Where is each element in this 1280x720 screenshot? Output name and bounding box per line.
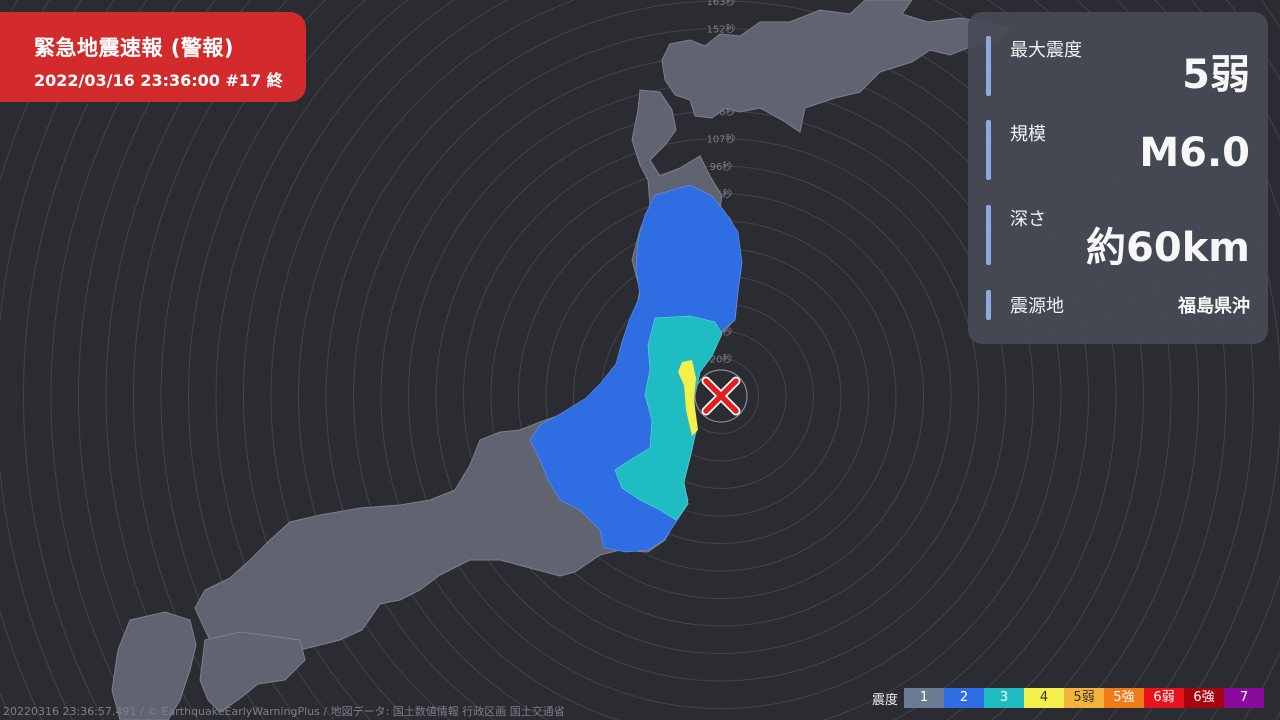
legend-item: 7 bbox=[1224, 688, 1265, 708]
max-intensity-label: 最大震度 bbox=[1010, 40, 1082, 61]
travel-time-ring bbox=[133, 0, 1280, 720]
alert-title: 緊急地震速報 (警報) bbox=[34, 36, 235, 60]
max-intensity-value: 5弱 bbox=[1182, 52, 1250, 98]
epicenter-row: 震源地 福島県沖 bbox=[986, 290, 1250, 320]
legend-title: 震度 bbox=[872, 692, 899, 708]
intensity-legend: 震度 1 2 3 4 5弱 5強 6弱 6強 7 bbox=[872, 688, 1265, 708]
legend-item: 5弱 bbox=[1064, 688, 1105, 708]
magnitude-value: M6.0 bbox=[1139, 130, 1250, 176]
depth-value: 約60km bbox=[1086, 225, 1250, 271]
legend-item: 3 bbox=[984, 688, 1025, 708]
row-accent-bar bbox=[986, 205, 991, 265]
depth-row: 深さ 約60km bbox=[986, 205, 1250, 271]
legend-item: 1 bbox=[904, 688, 945, 708]
epicenter-label: 震源地 bbox=[1010, 296, 1064, 317]
max-intensity-row: 最大震度 5弱 bbox=[986, 36, 1250, 98]
travel-time-ring bbox=[490, 165, 952, 627]
magnitude-row: 規模 M6.0 bbox=[986, 120, 1250, 180]
ring-time-label: 20秒 bbox=[710, 353, 733, 366]
legend-item: 6強 bbox=[1184, 688, 1225, 708]
earthquake-info-panel: 最大震度 5弱 規模 M6.0 深さ 約60km 震源地 福島県沖 bbox=[968, 12, 1268, 344]
travel-time-ring bbox=[380, 55, 1062, 720]
ring-time-label: 163秒 bbox=[706, 0, 735, 8]
travel-time-ring bbox=[78, 0, 1280, 720]
ring-time-label: 107秒 bbox=[706, 133, 735, 146]
attribution-credit: 20220316 23:36:57.491 / © EarthquakeEarl… bbox=[3, 705, 565, 718]
legend-item: 5強 bbox=[1104, 688, 1145, 708]
travel-time-ring bbox=[188, 0, 1254, 720]
row-accent-bar bbox=[986, 36, 991, 96]
ring-time-label: 152秒 bbox=[706, 23, 735, 36]
travel-time-ring bbox=[325, 0, 1117, 720]
ring-time-label: 96秒 bbox=[710, 160, 733, 173]
travel-time-ring bbox=[160, 0, 1280, 720]
travel-time-ring bbox=[270, 0, 1172, 720]
row-accent-bar bbox=[986, 120, 991, 180]
intensity-3-area bbox=[614, 315, 723, 521]
intensity-4-area bbox=[678, 360, 698, 436]
eew-warning-banner: 緊急地震速報 (警報) 2022/03/16 23:36:00 #17 終 bbox=[0, 12, 306, 102]
alert-timestamp: 2022/03/16 23:36:00 #17 終 bbox=[34, 71, 283, 90]
depth-label: 深さ bbox=[1010, 209, 1046, 230]
legend-item: 2 bbox=[944, 688, 985, 708]
travel-time-ring bbox=[105, 0, 1280, 720]
travel-time-ring bbox=[463, 138, 979, 654]
travel-time-ring bbox=[50, 0, 1280, 720]
travel-time-ring bbox=[353, 28, 1089, 720]
travel-time-ring bbox=[215, 0, 1227, 720]
kyushu-land bbox=[111, 611, 197, 720]
travel-time-ring bbox=[23, 0, 148, 720]
travel-time-ring bbox=[298, 0, 1144, 720]
row-accent-bar bbox=[986, 290, 991, 320]
epicenter-marker bbox=[694, 369, 748, 423]
magnitude-label: 規模 bbox=[1010, 124, 1046, 145]
legend-item: 4 bbox=[1024, 688, 1065, 708]
shikoku-land bbox=[199, 631, 306, 713]
legend-item: 6弱 bbox=[1144, 688, 1185, 708]
travel-time-ring bbox=[243, 0, 1199, 720]
epicenter-value: 福島県沖 bbox=[1178, 296, 1250, 317]
hokkaido-land bbox=[661, 0, 1011, 133]
